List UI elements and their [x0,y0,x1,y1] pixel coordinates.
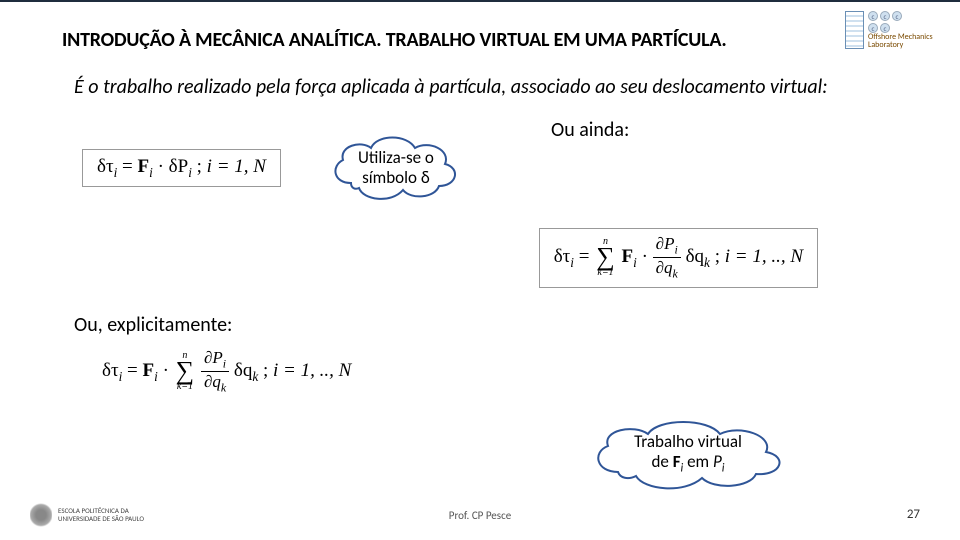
row-formula-2: δτi = n ∑ k=1 Fi · ∂Pi ∂qk δqk ; i = 1, … [62,228,898,288]
ou-explicitamente-label: Ou, explicitamente: [62,313,898,337]
cloud-work-note: Trabalho virtual de Fi em Pi [578,414,798,494]
lab-logo: ccc cc Offshore Mechanics Laboratory [845,6,940,54]
cloud2-line2: de Fi em Pi [634,452,742,476]
ou-ainda-label: Ou ainda: [551,118,629,142]
row-cloud-2: Trabalho virtual de Fi em Pi [62,414,898,494]
formula-2: δτi = n ∑ k=1 Fi · ∂Pi ∂qk δqk ; i = 1, … [539,228,818,288]
footer-author: Prof. CP Pesce [0,509,960,522]
cloud-line1: Utiliza-se o [358,148,434,168]
header-divider [0,0,960,4]
slide-title: INTRODUÇÃO À MECÂNICA ANALÍTICA. TRABALH… [62,28,898,52]
formula-1: δτi = Fi · δPi ; i = 1, N [82,149,281,188]
cloud-symbol-note: Utiliza-se o símbolo δ [321,128,471,208]
intro-text: É o trabalho realizado pela força aplica… [62,74,898,100]
cloud-line2: símbolo δ [358,168,434,188]
formula-3: δτi = Fi · n ∑ k=1 ∂Pi ∂qk δqk ; i = 1, … [102,349,898,395]
lab-logo-text: Offshore Mechanics Laboratory [868,33,940,49]
row-formula-3: δτi = Fi · n ∑ k=1 ∂Pi ∂qk δqk ; i = 1, … [62,349,898,395]
cloud2-line1: Trabalho virtual [634,432,742,452]
page-number: 27 [907,507,920,522]
row-formula-1: δτi = Fi · δPi ; i = 1, N Utiliza-se o s… [62,128,898,208]
